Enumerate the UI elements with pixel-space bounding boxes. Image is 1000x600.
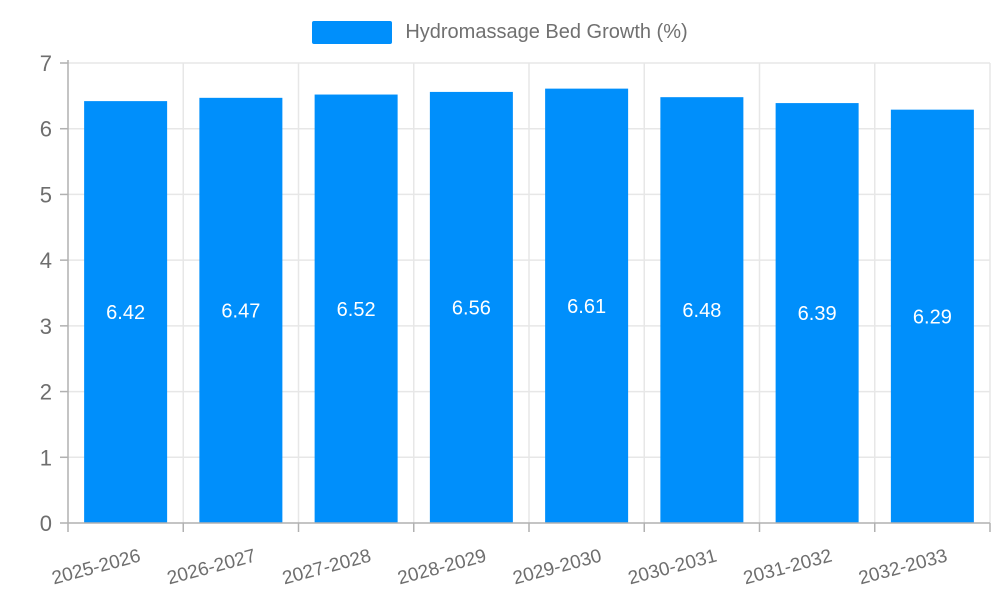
bar-value-label: 6.29 <box>913 306 952 328</box>
y-tick-label: 4 <box>40 248 52 273</box>
x-tick-label: 2025-2026 <box>50 546 143 590</box>
bar-value-label: 6.42 <box>106 302 145 324</box>
x-tick-label: 2032-2033 <box>856 546 949 590</box>
legend-label: Hydromassage Bed Growth (%) <box>405 21 688 43</box>
y-tick-label: 3 <box>40 314 52 339</box>
bar-2025-2026[interactable] <box>84 101 168 523</box>
y-tick-label: 6 <box>40 117 52 142</box>
bar-value-label: 6.48 <box>682 300 721 322</box>
chart-legend[interactable]: Hydromassage Bed Growth (%) <box>0 21 1000 44</box>
x-tick-label: 2031-2032 <box>741 546 834 590</box>
bar-2029-2030[interactable] <box>545 88 629 523</box>
y-tick-label: 2 <box>40 380 52 405</box>
bar-value-label: 6.56 <box>452 297 491 319</box>
legend-swatch <box>312 21 393 44</box>
bar-2031-2032[interactable] <box>775 103 859 523</box>
bar-value-label: 6.61 <box>567 296 606 318</box>
bar-value-label: 6.52 <box>337 299 376 321</box>
x-tick-label: 2027-2028 <box>280 546 373 590</box>
x-tick-label: 2028-2029 <box>395 546 488 590</box>
y-tick-label: 7 <box>40 51 52 76</box>
bar-2030-2031[interactable] <box>660 97 744 524</box>
y-tick-label: 0 <box>40 511 52 536</box>
x-tick-label: 2029-2030 <box>511 546 604 590</box>
bar-2028-2029[interactable] <box>429 91 513 524</box>
x-tick-label: 2030-2031 <box>626 546 719 590</box>
bar-value-label: 6.39 <box>798 303 837 325</box>
bar-2032-2033[interactable] <box>890 109 974 524</box>
y-tick-label: 5 <box>40 182 52 207</box>
x-tick-label: 2026-2027 <box>165 546 258 590</box>
bar-2027-2028[interactable] <box>314 94 398 524</box>
bar-value-label: 6.47 <box>221 300 260 322</box>
bar-2026-2027[interactable] <box>199 97 283 523</box>
y-tick-label: 1 <box>40 445 52 470</box>
